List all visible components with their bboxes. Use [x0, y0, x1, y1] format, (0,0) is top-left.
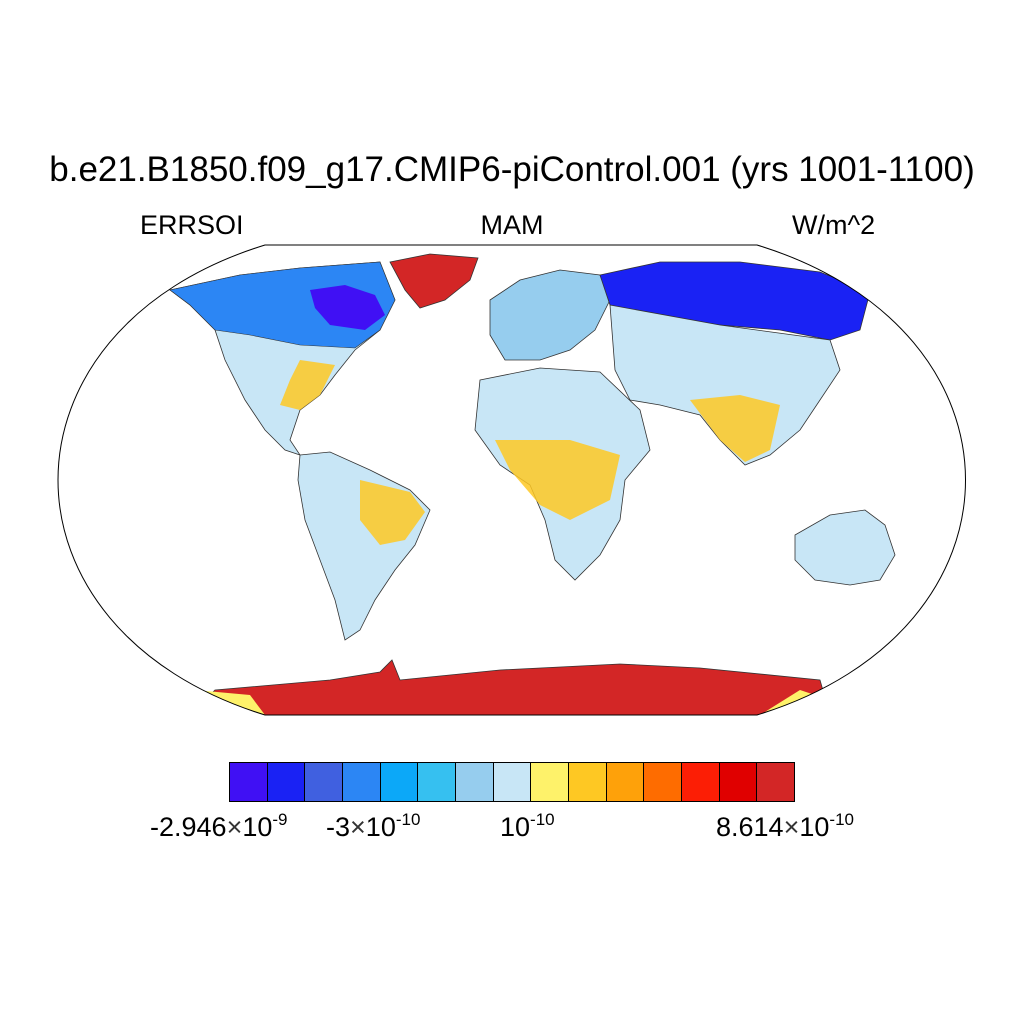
- colorbar-segment-5: [418, 763, 457, 801]
- colorbar-segment-12: [682, 763, 720, 801]
- colorbar-label-3: 10-10: [500, 810, 555, 842]
- plot-title: b.e21.B1850.f09_g17.CMIP6-piControl.001 …: [49, 150, 975, 189]
- map-boundary: [57, 244, 966, 716]
- region-europe: [489, 269, 611, 361]
- colorbar-segment-6: [456, 763, 494, 801]
- colorbar-segment-1: [267, 763, 306, 801]
- colorbar-segment-3: [343, 763, 381, 801]
- region-greenland: [389, 253, 479, 309]
- colorbar-label-2: -3×10-10: [326, 810, 421, 842]
- colorbar-segment-11: [644, 763, 683, 801]
- region-hudson-bay: [310, 285, 385, 330]
- colorbar-segment-10: [606, 763, 645, 801]
- region-brazil: [360, 480, 425, 545]
- colorbar-segment-4: [380, 763, 419, 801]
- units-label: W/m^2: [792, 210, 876, 240]
- region-canada: [169, 261, 396, 349]
- region-asia: [609, 304, 841, 466]
- colorbar-segment-9: [569, 763, 607, 801]
- region-south-america: [297, 451, 431, 641]
- colorbar-segment-14: [757, 763, 795, 801]
- region-south-asia: [690, 395, 780, 462]
- colorbar-label-min: -2.946×10-9: [150, 810, 288, 842]
- colorbar-segment-13: [719, 763, 758, 801]
- colorbar-segment-2: [305, 763, 344, 801]
- region-australia: [794, 509, 896, 586]
- season-label: MAM: [480, 210, 544, 240]
- region-central-africa: [495, 440, 620, 520]
- colorbar-segment-0: [230, 763, 268, 801]
- variable-label: ERRSOI: [140, 210, 244, 240]
- region-us-south: [280, 360, 335, 410]
- colorbar: [229, 762, 795, 802]
- colorbar-label-max: 8.614×10-10: [716, 810, 854, 842]
- region-antarctica: [189, 659, 831, 715]
- colorbar-segment-7: [493, 763, 532, 801]
- colorbar-segment-8: [531, 763, 570, 801]
